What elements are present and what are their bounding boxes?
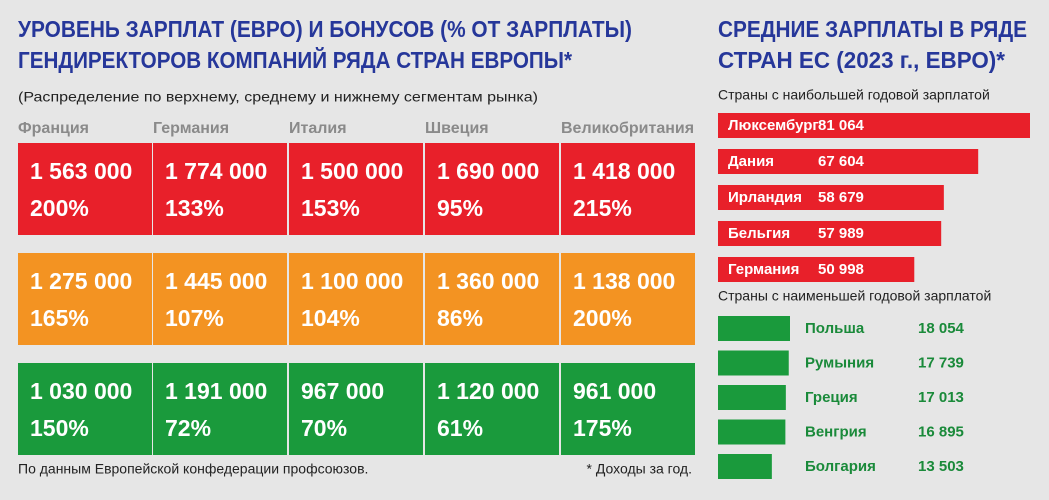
category-label: Румыния — [805, 354, 874, 371]
bar — [718, 316, 790, 341]
category-label: Польша — [805, 320, 865, 337]
cell — [18, 143, 152, 235]
bonus: 215% — [573, 195, 632, 221]
salary: 1 690 000 — [437, 158, 539, 184]
bar-chart-title: Страны с наибольшей годовой зарплатой — [718, 87, 990, 103]
value-label: 18 054 — [918, 320, 965, 337]
salary: 1 418 000 — [573, 158, 675, 184]
bonus: 86% — [437, 305, 483, 331]
value-label: 17 013 — [918, 389, 964, 406]
cell — [153, 363, 287, 455]
value-label: 13 503 — [918, 458, 964, 475]
value-label: 58 679 — [818, 189, 864, 206]
salary: 1 360 000 — [437, 268, 539, 294]
cell — [153, 143, 287, 235]
salary: 1 500 000 — [301, 158, 403, 184]
cell — [425, 253, 559, 345]
salary: 1 138 000 — [573, 268, 675, 294]
bonus: 133% — [165, 195, 224, 221]
category-label: Болгария — [805, 458, 876, 475]
bar — [718, 149, 979, 174]
cell — [153, 253, 287, 345]
bonus: 200% — [573, 305, 632, 331]
salary: 1 030 000 — [30, 378, 132, 404]
cell — [289, 143, 423, 235]
column-header: Франция — [18, 120, 89, 137]
bar — [718, 350, 789, 376]
cell — [561, 363, 695, 455]
cell — [425, 363, 559, 455]
cell — [18, 253, 152, 345]
category-label: Ирландия — [728, 189, 802, 206]
category-label: Греция — [805, 389, 858, 406]
bar — [718, 385, 786, 410]
bonus: 72% — [165, 415, 211, 441]
salary: 1 774 000 — [165, 158, 267, 184]
category-label: Бельгия — [728, 225, 790, 242]
value-label: 50 998 — [818, 261, 864, 278]
bonus: 175% — [573, 415, 632, 441]
bonus: 107% — [165, 305, 224, 331]
bonus: 153% — [301, 195, 360, 221]
bar — [718, 419, 786, 445]
category-label: Дания — [728, 153, 774, 170]
salary: 1 563 000 — [30, 158, 132, 184]
footnote: * Доходы за год. — [587, 461, 692, 477]
value-label: 81 064 — [818, 117, 865, 134]
side-title-line: СРЕДНИЕ ЗАРПЛАТЫ В РЯДЕ — [718, 16, 1027, 42]
cell — [289, 253, 423, 345]
category-label: Германия — [728, 261, 799, 278]
bonus: 70% — [301, 415, 347, 441]
cell — [289, 363, 423, 455]
bonus: 150% — [30, 415, 89, 441]
bonus: 95% — [437, 195, 483, 221]
subtitle: (Распределение по верхнему, среднему и н… — [18, 89, 538, 105]
bonus: 200% — [30, 195, 89, 221]
salary: 961 000 — [573, 378, 656, 404]
bar — [718, 257, 915, 282]
column-header: Германия — [153, 120, 229, 137]
value-label: 17 739 — [918, 354, 964, 371]
column-header: Италия — [289, 120, 347, 137]
column-header: Швеция — [425, 120, 489, 137]
bar — [718, 454, 772, 479]
column-header: Великобритания — [561, 120, 694, 137]
category-label: Венгрия — [805, 423, 867, 440]
salary: 1 275 000 — [30, 268, 132, 294]
salary: 967 000 — [301, 378, 384, 404]
title-line: УРОВЕНЬ ЗАРПЛАТ (ЕВРО) И БОНУСОВ (% ОТ З… — [18, 16, 632, 42]
cell — [561, 143, 695, 235]
salary: 1 100 000 — [301, 268, 403, 294]
bar — [718, 185, 944, 210]
salary: 1 445 000 — [165, 268, 267, 294]
bonus: 104% — [301, 305, 360, 331]
bar — [718, 113, 1030, 138]
value-label: 16 895 — [918, 423, 964, 440]
value-label: 67 604 — [818, 153, 865, 170]
side-title-line: СТРАН ЕС (2023 г., ЕВРО)* — [718, 47, 1005, 73]
cell — [18, 363, 152, 455]
cell — [561, 253, 695, 345]
cell — [425, 143, 559, 235]
salary: 1 120 000 — [437, 378, 539, 404]
title-line: ГЕНДИРЕКТОРОВ КОМПАНИЙ РЯДА СТРАН ЕВРОПЫ… — [18, 46, 572, 73]
bonus: 61% — [437, 415, 483, 441]
value-label: 57 989 — [818, 225, 864, 242]
salary: 1 191 000 — [165, 378, 267, 404]
source: По данным Европейской конфедерации профс… — [18, 461, 368, 477]
category-label: Люксембург — [728, 117, 819, 134]
bonus: 165% — [30, 305, 89, 331]
bar-chart-title: Страны с наименьшей годовой зарплатой — [718, 288, 991, 304]
bar — [718, 221, 942, 246]
